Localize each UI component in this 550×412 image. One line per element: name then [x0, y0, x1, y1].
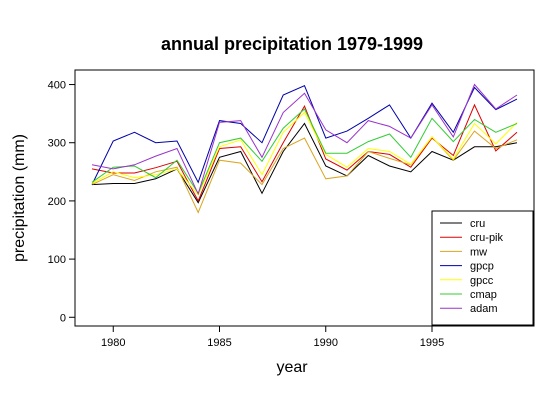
legend-label-adam: adam	[470, 303, 498, 315]
series-line-cru	[91, 122, 518, 204]
y-tick-label: 100	[48, 254, 66, 266]
y-axis-label: precipitation (mm)	[11, 134, 28, 262]
x-tick-label: 1985	[207, 337, 231, 349]
series-line-cmap	[91, 108, 518, 195]
y-tick-label: 200	[48, 196, 66, 208]
legend: cru cru-pik mw gpcp gpcc cmap adam	[431, 210, 534, 326]
series-line-adam	[91, 83, 518, 196]
legend-label-gpcc: gpcc	[470, 275, 494, 287]
legend-label-mw: mw	[470, 246, 487, 258]
series-line-mw	[91, 130, 518, 214]
legend-label-cmap: cmap	[470, 289, 497, 301]
y-axis: 0 100 200 300 400	[48, 80, 75, 324]
series-line-gpcp	[91, 85, 518, 185]
x-tick-label: 1995	[420, 337, 444, 349]
series-line-gpcc	[91, 111, 518, 197]
legend-label-cru: cru	[470, 218, 485, 230]
x-tick-label: 1980	[101, 337, 125, 349]
series-layer	[91, 83, 518, 214]
legend-label-cru-pik: cru-pik	[470, 232, 504, 244]
y-tick-label: 300	[48, 138, 66, 150]
series-line-cru-pik	[91, 103, 518, 203]
y-tick-label: 400	[48, 80, 66, 92]
x-tick-label: 1990	[314, 337, 338, 349]
x-axis-label: year	[276, 359, 308, 376]
chart-title: annual precipitation 1979-1999	[161, 34, 423, 54]
y-tick-label: 0	[60, 312, 66, 324]
x-axis: 1980 1985 1990 1995	[101, 326, 444, 349]
plot-area	[74, 69, 535, 327]
legend-label-gpcp: gpcp	[470, 261, 494, 273]
legend-box	[431, 210, 534, 326]
